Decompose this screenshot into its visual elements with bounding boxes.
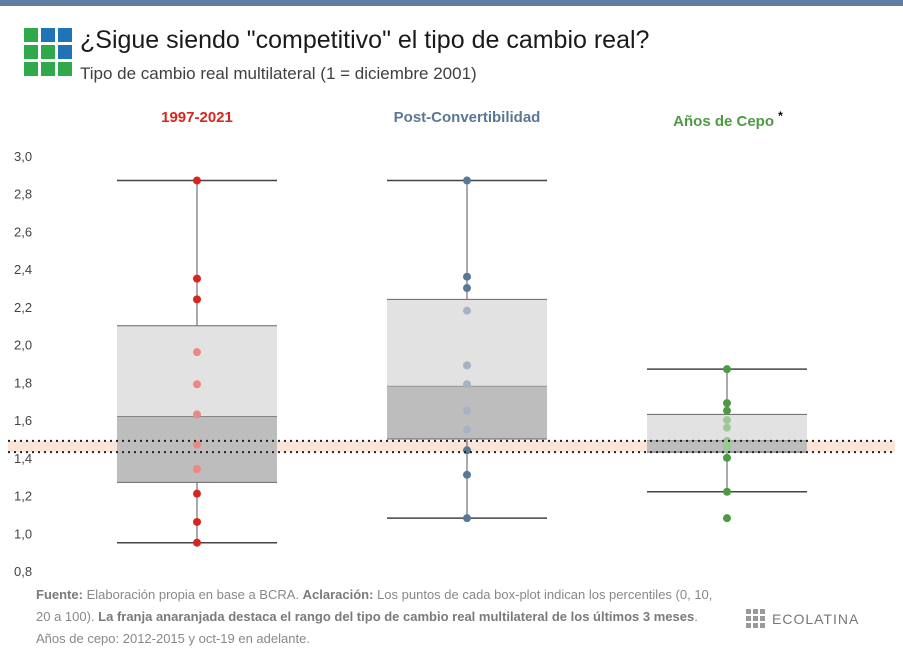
percentile-point [193, 489, 201, 498]
percentile-point [463, 284, 471, 293]
percentile-point [723, 406, 731, 415]
percentile-point [723, 514, 731, 523]
chart-title: ¿Sigue siendo "competitivo" el tipo de c… [80, 26, 650, 54]
y-tick-label: 1,6 [14, 413, 32, 428]
y-tick-label: 2,6 [14, 224, 32, 239]
brand-name: ECOLATINA [772, 611, 860, 627]
percentile-point [723, 416, 731, 425]
percentile-point [723, 423, 731, 432]
chart-subtitle: Tipo de cambio real multilateral (1 = di… [80, 64, 477, 83]
percentile-point [463, 380, 471, 389]
percentile-point [723, 487, 731, 496]
percentile-point [193, 465, 201, 474]
y-tick-label: 1,8 [14, 375, 32, 390]
y-tick-label: 1,0 [14, 526, 32, 541]
percentile-point [723, 365, 731, 374]
percentile-point [193, 517, 201, 526]
y-tick-label: 2,8 [14, 187, 32, 202]
percentile-point [463, 176, 471, 185]
y-tick-label: 2,0 [14, 338, 32, 353]
y-tick-label: 3,0 [14, 149, 32, 164]
y-tick-label: 0,8 [14, 564, 32, 579]
percentile-point [463, 514, 471, 523]
box-plot-chart: 3,0 2,8 2,6 2,4 2,2 2,0 1,8 1,6 1,4 1,2 1,0 0,8 [8, 149, 895, 579]
y-tick-label: 2,4 [14, 262, 32, 277]
recent-range-band [8, 440, 895, 453]
percentile-point [193, 410, 201, 419]
percentile-point [723, 453, 731, 462]
footer-band-text: . Años de cepo: 2012-2015 y oct-19 en ad… [36, 609, 698, 646]
footer-note-label: Aclaración: [302, 587, 374, 602]
box-upper-half [117, 325, 277, 417]
footer-source-text: Elaboración propia en base a BCRA. [82, 587, 303, 602]
y-tick-label: 2,2 [14, 300, 32, 315]
percentile-point [193, 538, 201, 547]
percentile-point [463, 272, 471, 281]
percentile-point [463, 361, 471, 370]
panel-title-anos-de-cepo: Años de Cepo * [648, 109, 808, 130]
percentile-point [193, 295, 201, 304]
panel-title-1997-2021: 1997-2021 [117, 109, 277, 126]
box-plot-2 [387, 176, 547, 523]
panel-title-post-convertibilidad: Post-Convertibilidad [367, 109, 567, 126]
top-accent-bar [0, 0, 903, 6]
percentile-point [463, 470, 471, 479]
percentile-point [193, 440, 201, 449]
box-plot-3 [647, 365, 807, 523]
panel-title-asterisk: * [778, 109, 783, 123]
panel-title-text: Años de Cepo [673, 113, 774, 130]
y-tick-label: 1,4 [14, 451, 32, 466]
percentile-point [463, 306, 471, 315]
box-plot-1 [117, 176, 277, 547]
footer-note-text: Los puntos de cada box-plot indican los … [36, 587, 713, 624]
percentile-point [193, 274, 201, 283]
footer-source-label: Fuente: [36, 587, 83, 602]
percentile-point [193, 176, 201, 185]
percentile-point [723, 399, 731, 408]
percentile-point [463, 406, 471, 415]
panel-title-text: Post-Convertibilidad [393, 109, 541, 126]
percentile-point [463, 425, 471, 434]
percentile-point [193, 348, 201, 357]
y-tick-label: 1,2 [14, 489, 32, 504]
panel-title-text: 1997-2021 [161, 109, 233, 126]
percentile-point [193, 380, 201, 389]
percentile-point [723, 436, 731, 445]
footer-band-bold: La franja anaranjada destaca el rango de… [98, 609, 695, 624]
footer-note: Fuente: Elaboración propia en base a BCR… [36, 584, 726, 650]
